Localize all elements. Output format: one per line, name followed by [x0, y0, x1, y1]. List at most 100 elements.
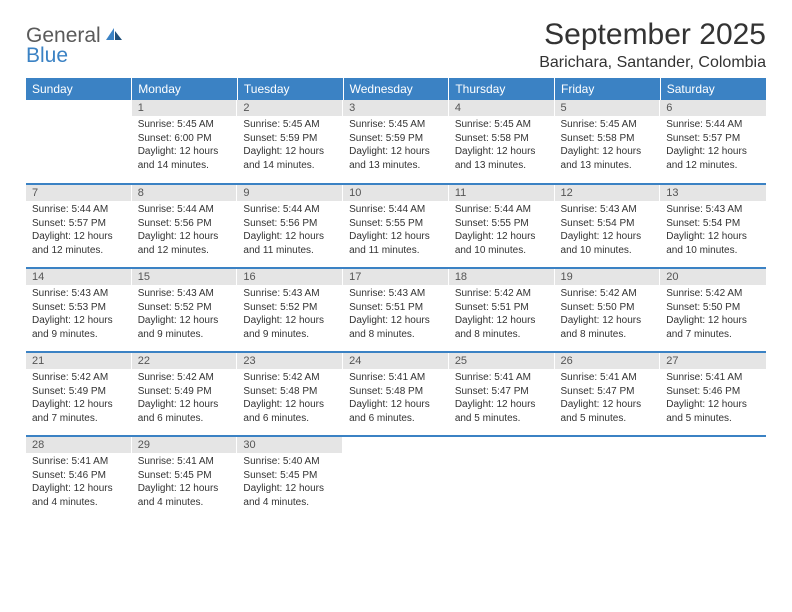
sunrise-line: Sunrise: 5:44 AM	[243, 203, 337, 217]
daylight-line: Daylight: 12 hours and 11 minutes.	[243, 230, 337, 257]
sunset-line: Sunset: 5:50 PM	[666, 301, 760, 315]
calendar-cell: 6Sunrise: 5:44 AMSunset: 5:57 PMDaylight…	[660, 100, 766, 184]
calendar-cell: 9 Sunrise: 5:44 AMSunset: 5:56 PMDaylight…	[237, 184, 343, 268]
day-number: 5	[555, 100, 661, 116]
day-number	[660, 437, 766, 441]
daylight-line: Daylight: 12 hours and 14 minutes.	[138, 145, 232, 172]
day-number: 3	[343, 100, 449, 116]
calendar-cell: 2Sunrise: 5:45 AMSunset: 5:59 PMDaylight…	[237, 100, 343, 184]
logo-line2: Blue	[26, 44, 68, 67]
daylight-line: Daylight: 12 hours and 6 minutes.	[138, 398, 232, 425]
day-details: Sunrise: 5:41 AMSunset: 5:47 PMDaylight:…	[555, 369, 661, 429]
sunrise-line: Sunrise: 5:41 AM	[138, 455, 232, 469]
daylight-line: Daylight: 12 hours and 12 minutes.	[138, 230, 232, 257]
daylight-line: Daylight: 12 hours and 5 minutes.	[666, 398, 760, 425]
sunset-line: Sunset: 5:56 PM	[138, 217, 232, 231]
sunrise-line: Sunrise: 5:45 AM	[561, 118, 655, 132]
day-details: Sunrise: 5:45 AMSunset: 5:58 PMDaylight:…	[449, 116, 555, 176]
calendar-cell: 19Sunrise: 5:42 AMSunset: 5:50 PMDayligh…	[555, 268, 661, 352]
calendar-cell: 18Sunrise: 5:42 AMSunset: 5:51 PMDayligh…	[449, 268, 555, 352]
sunset-line: Sunset: 5:46 PM	[666, 385, 760, 399]
sunset-line: Sunset: 5:58 PM	[455, 132, 549, 146]
title-block: September 2025 Barichara, Santander, Col…	[539, 18, 766, 72]
daylight-line: Daylight: 12 hours and 4 minutes.	[138, 482, 232, 509]
sunrise-line: Sunrise: 5:45 AM	[243, 118, 337, 132]
calendar-cell: 8Sunrise: 5:44 AMSunset: 5:56 PMDaylight…	[132, 184, 238, 268]
day-details: Sunrise: 5:43 AMSunset: 5:54 PMDaylight:…	[660, 201, 766, 261]
sunrise-line: Sunrise: 5:41 AM	[349, 371, 443, 385]
sunset-line: Sunset: 5:50 PM	[561, 301, 655, 315]
sunset-line: Sunset: 5:49 PM	[138, 385, 232, 399]
sunrise-line: Sunrise: 5:41 AM	[32, 455, 126, 469]
sunrise-line: Sunrise: 5:44 AM	[666, 118, 760, 132]
calendar-cell: 12Sunrise: 5:43 AMSunset: 5:54 PMDayligh…	[555, 184, 661, 268]
sunset-line: Sunset: 5:56 PM	[243, 217, 337, 231]
sunrise-line: Sunrise: 5:44 AM	[32, 203, 126, 217]
day-details: Sunrise: 5:42 AMSunset: 5:50 PMDaylight:…	[555, 285, 661, 345]
day-details: Sunrise: 5:45 AMSunset: 5:59 PMDaylight:…	[343, 116, 449, 176]
day-details: Sunrise: 5:42 AMSunset: 5:51 PMDaylight:…	[449, 285, 555, 345]
daylight-line: Daylight: 12 hours and 8 minutes.	[349, 314, 443, 341]
day-details: Sunrise: 5:43 AMSunset: 5:52 PMDaylight:…	[132, 285, 238, 345]
day-number: 11	[449, 185, 555, 201]
day-details: Sunrise: 5:45 AMSunset: 5:59 PMDaylight:…	[237, 116, 343, 176]
day-details: Sunrise: 5:45 AMSunset: 5:58 PMDaylight:…	[555, 116, 661, 176]
daylight-line: Daylight: 12 hours and 9 minutes.	[32, 314, 126, 341]
sunset-line: Sunset: 5:53 PM	[32, 301, 126, 315]
calendar-cell: 21Sunrise: 5:42 AMSunset: 5:49 PMDayligh…	[26, 352, 132, 436]
day-details: Sunrise: 5:41 AMSunset: 5:47 PMDaylight:…	[449, 369, 555, 429]
sunset-line: Sunset: 5:52 PM	[138, 301, 232, 315]
sunrise-line: Sunrise: 5:45 AM	[455, 118, 549, 132]
daylight-line: Daylight: 12 hours and 9 minutes.	[138, 314, 232, 341]
weekday-header-row: Sunday Monday Tuesday Wednesday Thursday…	[26, 78, 766, 100]
day-number: 18	[449, 269, 555, 285]
sunrise-line: Sunrise: 5:43 AM	[349, 287, 443, 301]
day-details: Sunrise: 5:41 AMSunset: 5:46 PMDaylight:…	[660, 369, 766, 429]
day-details: Sunrise: 5:43 AMSunset: 5:51 PMDaylight:…	[343, 285, 449, 345]
calendar-cell: 20Sunrise: 5:42 AMSunset: 5:50 PMDayligh…	[660, 268, 766, 352]
sunset-line: Sunset: 5:47 PM	[561, 385, 655, 399]
day-number: 14	[26, 269, 132, 285]
sunset-line: Sunset: 5:59 PM	[349, 132, 443, 146]
day-details: Sunrise: 5:41 AMSunset: 5:48 PMDaylight:…	[343, 369, 449, 429]
daylight-line: Daylight: 12 hours and 13 minutes.	[455, 145, 549, 172]
sunrise-line: Sunrise: 5:44 AM	[455, 203, 549, 217]
weekday-header: Friday	[555, 78, 661, 100]
day-number: 19	[555, 269, 661, 285]
sunset-line: Sunset: 5:54 PM	[561, 217, 655, 231]
sunrise-line: Sunrise: 5:40 AM	[243, 455, 337, 469]
sunset-line: Sunset: 5:54 PM	[666, 217, 760, 231]
calendar-cell: 14Sunrise: 5:43 AMSunset: 5:53 PMDayligh…	[26, 268, 132, 352]
day-number: 9	[237, 185, 343, 201]
day-number	[26, 100, 132, 104]
sunrise-line: Sunrise: 5:41 AM	[666, 371, 760, 385]
daylight-line: Daylight: 12 hours and 13 minutes.	[561, 145, 655, 172]
day-number: 26	[555, 353, 661, 369]
sunset-line: Sunset: 5:57 PM	[666, 132, 760, 146]
day-number: 13	[660, 185, 766, 201]
sunset-line: Sunset: 5:45 PM	[243, 469, 337, 483]
calendar-cell: 26Sunrise: 5:41 AMSunset: 5:47 PMDayligh…	[555, 352, 661, 436]
calendar-cell: 13Sunrise: 5:43 AMSunset: 5:54 PMDayligh…	[660, 184, 766, 268]
daylight-line: Daylight: 12 hours and 10 minutes.	[455, 230, 549, 257]
daylight-line: Daylight: 12 hours and 7 minutes.	[666, 314, 760, 341]
daylight-line: Daylight: 12 hours and 12 minutes.	[32, 230, 126, 257]
calendar-cell: 22Sunrise: 5:42 AMSunset: 5:49 PMDayligh…	[132, 352, 238, 436]
calendar-cell: 3Sunrise: 5:45 AMSunset: 5:59 PMDaylight…	[343, 100, 449, 184]
day-number: 22	[132, 353, 238, 369]
day-number	[449, 437, 555, 441]
day-number: 4	[449, 100, 555, 116]
sunrise-line: Sunrise: 5:43 AM	[561, 203, 655, 217]
day-number: 29	[132, 437, 238, 453]
calendar-row: 28Sunrise: 5:41 AMSunset: 5:46 PMDayligh…	[26, 436, 766, 520]
day-number: 17	[343, 269, 449, 285]
sunset-line: Sunset: 5:51 PM	[349, 301, 443, 315]
calendar-row: 21Sunrise: 5:42 AMSunset: 5:49 PMDayligh…	[26, 352, 766, 436]
sunset-line: Sunset: 5:46 PM	[32, 469, 126, 483]
calendar-cell: 17Sunrise: 5:43 AMSunset: 5:51 PMDayligh…	[343, 268, 449, 352]
header: General Blue September 2025 Barichara, S…	[26, 18, 766, 72]
location: Barichara, Santander, Colombia	[539, 54, 766, 72]
calendar-cell	[449, 436, 555, 520]
calendar-cell: 15Sunrise: 5:43 AMSunset: 5:52 PMDayligh…	[132, 268, 238, 352]
calendar-cell: 5Sunrise: 5:45 AMSunset: 5:58 PMDaylight…	[555, 100, 661, 184]
